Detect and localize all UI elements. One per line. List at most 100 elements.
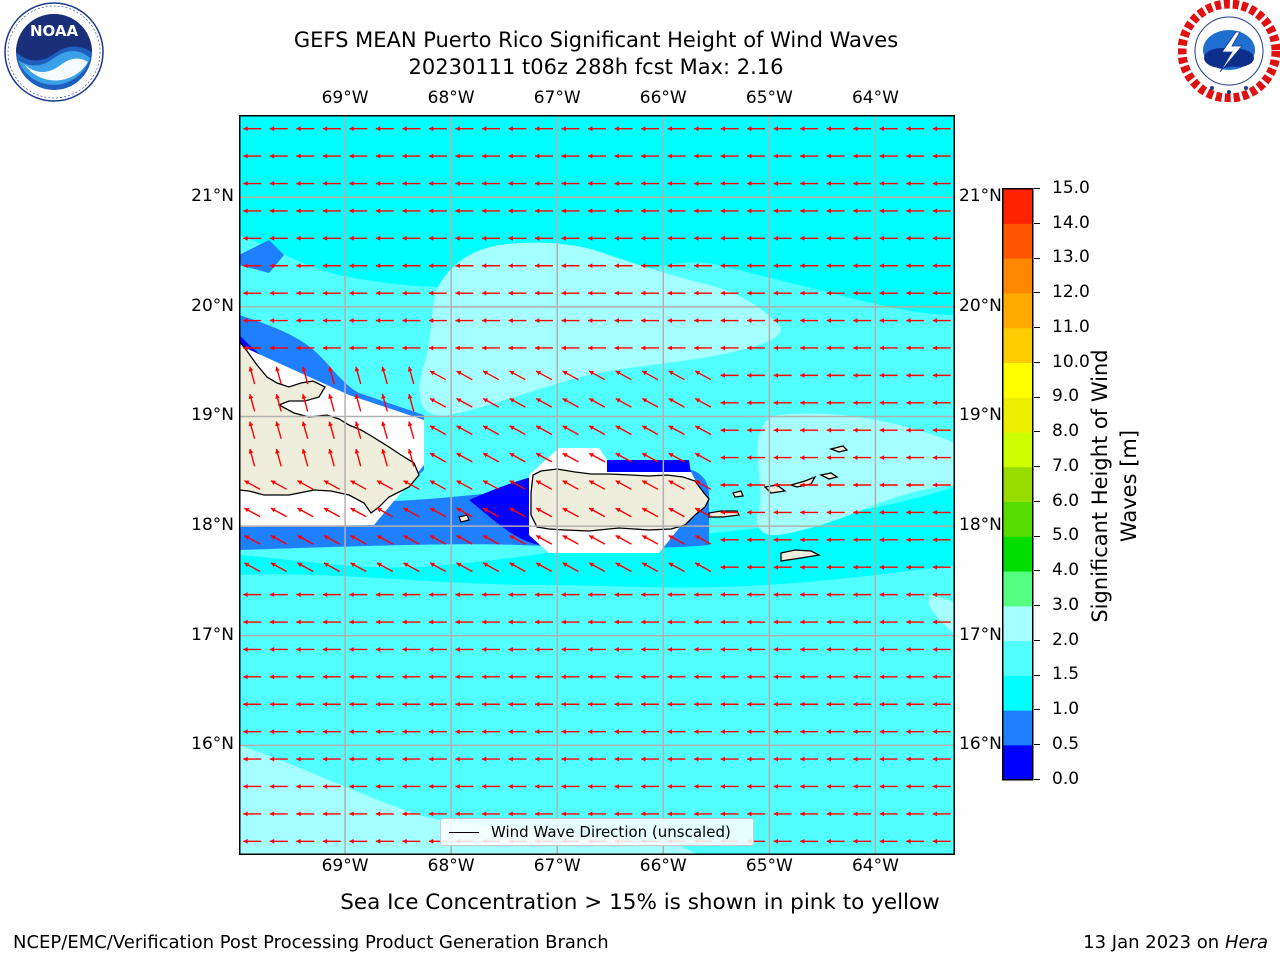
wind-arrow	[534, 647, 553, 652]
wind-arrow	[694, 345, 713, 351]
wind-arrow	[354, 448, 362, 467]
wind-arrow	[906, 838, 925, 844]
wind-arrow	[588, 480, 606, 490]
wind-arrow	[773, 400, 792, 406]
wind-arrow	[668, 507, 685, 518]
wind-arrow	[562, 534, 579, 545]
wind-arrow	[773, 784, 792, 789]
wind-arrow	[349, 318, 368, 323]
wind-arrow	[906, 153, 925, 159]
wind-arrow	[248, 448, 256, 467]
wind-arrow	[800, 784, 819, 789]
lat-label-left-3: 18°N	[191, 515, 234, 536]
wind-arrow	[773, 701, 792, 707]
wind-arrow	[747, 126, 766, 132]
wind-arrow	[269, 318, 288, 323]
wind-arrow	[508, 647, 527, 652]
wind-arrow	[800, 592, 819, 598]
wind-arrow	[322, 263, 341, 269]
footer-host: Hera	[1224, 932, 1268, 953]
wind-arrow	[296, 838, 315, 844]
wind-arrow	[296, 345, 315, 351]
wind-arrow	[375, 619, 394, 625]
wind-arrow	[667, 619, 686, 625]
lon-label-bottom-2: 67°W	[533, 856, 581, 876]
wind-arrow	[826, 318, 845, 323]
wind-arrow	[668, 452, 685, 463]
wind-arrow	[481, 181, 500, 186]
wind-arrow	[350, 562, 367, 573]
wind-arrow	[534, 290, 553, 296]
wind-arrow	[853, 153, 872, 159]
wind-arrow	[932, 838, 951, 844]
wind-arrow	[588, 592, 606, 598]
wind-arrow	[296, 756, 315, 762]
colorbar-segment	[1002, 571, 1033, 607]
wind-arrow	[375, 838, 394, 844]
wind-arrow	[694, 452, 712, 463]
land-virgin-gorda	[819, 472, 839, 480]
wind-arrow	[269, 811, 288, 817]
wind-arrow	[614, 208, 633, 214]
wind-arrow	[614, 701, 633, 707]
wind-arrow	[773, 235, 792, 241]
colorbar-label-14: 12.0	[1052, 282, 1090, 303]
wind-arrow	[481, 592, 500, 598]
wind-arrow	[534, 345, 553, 351]
wind-arrow	[826, 647, 845, 652]
wind-arrow	[667, 811, 686, 817]
wind-arrow	[694, 619, 713, 625]
wind-arrow	[747, 235, 766, 241]
wind-arrow	[296, 729, 315, 735]
wind-arrow	[800, 510, 819, 515]
colorbar-tick	[1034, 570, 1040, 572]
wind-arrow	[428, 208, 447, 214]
wind-arrow	[482, 397, 500, 408]
wind-arrow	[275, 421, 282, 440]
wind-arrow	[614, 318, 633, 323]
wind-arrow	[667, 126, 686, 132]
wind-arrow	[354, 366, 362, 385]
wind-arrow	[800, 263, 819, 269]
wind-arrow	[588, 208, 606, 214]
wind-arrow	[508, 290, 527, 296]
wind-arrow	[800, 482, 819, 488]
wind-arrow	[269, 619, 288, 625]
wind-arrow	[296, 674, 315, 680]
wind-arrow	[641, 562, 659, 573]
colorbar-label-5: 3.0	[1052, 594, 1080, 615]
wind-arrow	[455, 619, 474, 625]
wind-arrow	[641, 452, 659, 463]
wind-arrow	[561, 756, 580, 762]
wind-arrow	[667, 318, 686, 323]
wind-arrow	[349, 235, 368, 241]
wind-arrow	[747, 455, 766, 460]
wind-arrow	[269, 756, 288, 762]
wind-arrow	[322, 318, 341, 323]
wind-arrow	[800, 181, 819, 186]
wind-arrow	[381, 366, 388, 385]
wind-arrow	[668, 397, 685, 408]
wind-arrow	[322, 153, 341, 159]
wind-arrow	[932, 235, 951, 241]
wind-arrow	[297, 507, 314, 518]
wind-arrow	[800, 318, 819, 323]
wind-arrow	[508, 318, 527, 323]
wind-arrow	[614, 263, 633, 269]
lon-label-bottom-3: 66°W	[639, 856, 687, 876]
wind-arrow	[481, 126, 500, 132]
colorbar-label-2: 1.0	[1052, 699, 1080, 720]
wind-arrow	[455, 784, 474, 789]
wind-arrow	[243, 345, 262, 351]
colorbar-segment	[1002, 675, 1033, 711]
wind-arrow	[879, 701, 898, 707]
wind-arrow	[456, 425, 473, 436]
colorbar-tick	[1034, 292, 1040, 294]
wind-arrow	[375, 647, 394, 652]
wind-arrow	[322, 674, 341, 680]
wind-arrow	[456, 507, 473, 518]
wind-arrow	[296, 126, 315, 132]
wind-arrow	[826, 674, 845, 680]
wind-arrow	[296, 290, 315, 296]
colorbar-segment	[1002, 293, 1033, 329]
